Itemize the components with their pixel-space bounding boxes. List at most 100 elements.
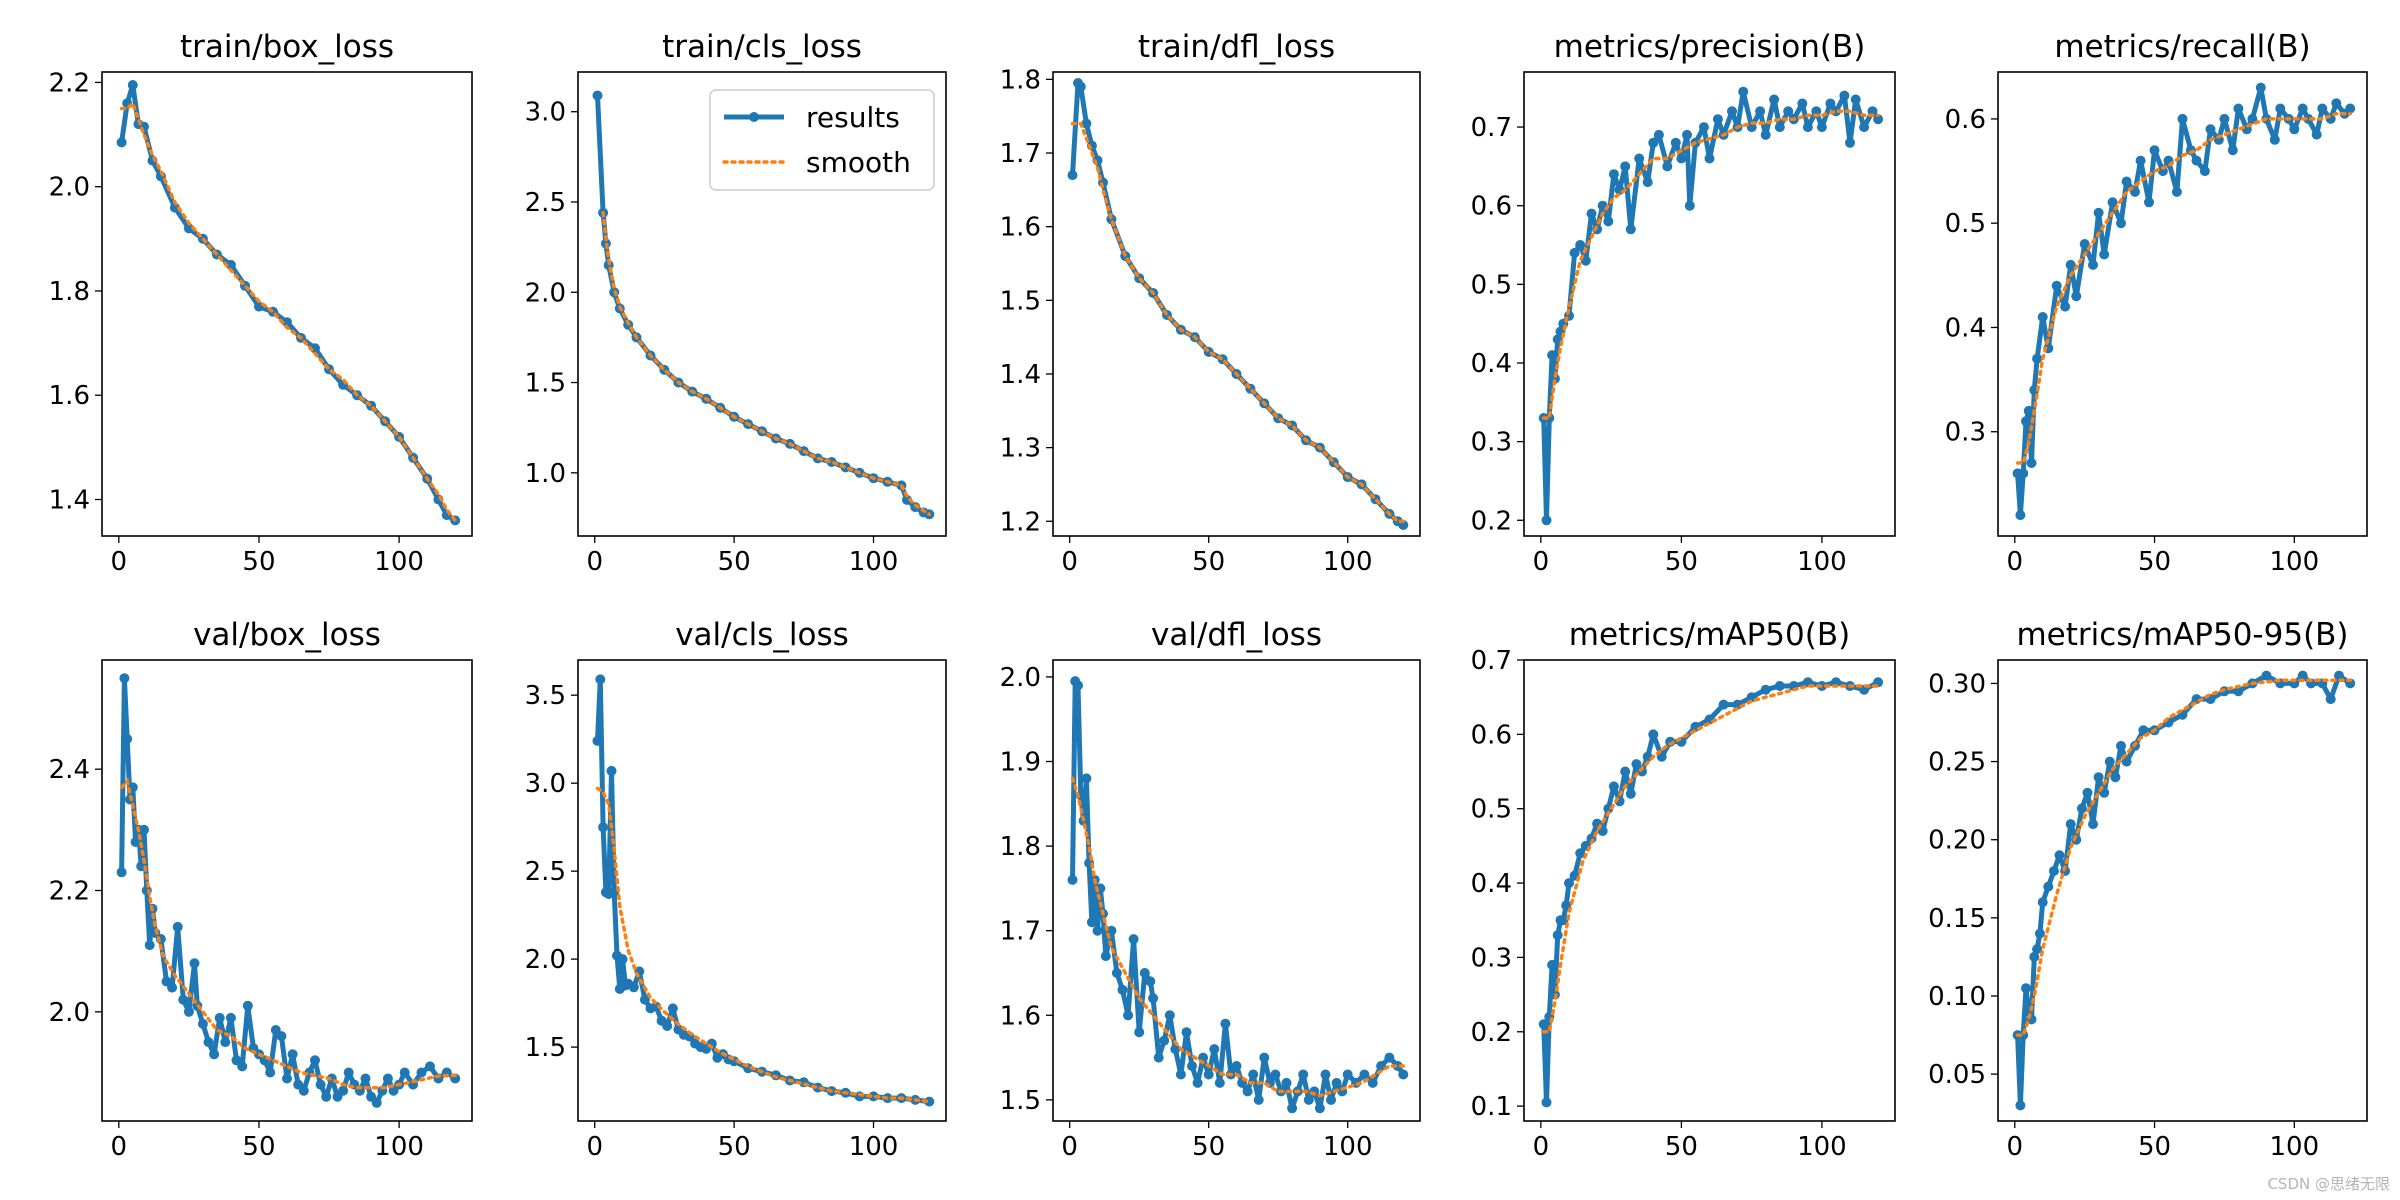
results-point <box>220 1037 231 1048</box>
results-point <box>282 1073 292 1084</box>
results-point <box>116 867 127 878</box>
results-point <box>214 1012 225 1023</box>
results-point <box>628 982 639 993</box>
results-point <box>203 1037 214 1048</box>
y-tick-label: 0.3 <box>1945 418 1986 448</box>
y-tick-label: 1.6 <box>1000 213 1041 243</box>
results-point <box>2325 694 2336 705</box>
results-point <box>1181 1027 1192 1038</box>
results-point <box>1139 968 1150 978</box>
results-point <box>2037 897 2048 908</box>
results-point <box>338 1085 349 1096</box>
y-tick-label: 2.0 <box>49 998 90 1028</box>
plot-area <box>1067 676 1409 1114</box>
results-point <box>1145 976 1156 987</box>
x-tick-label: 100 <box>849 547 899 577</box>
results-point <box>2088 819 2098 830</box>
plot-area <box>2012 82 2356 521</box>
results-point <box>2110 772 2121 783</box>
results-point <box>1727 106 1737 117</box>
results-point <box>1541 1097 1552 1108</box>
results-point <box>1620 161 1631 172</box>
smooth-line <box>595 786 932 1104</box>
axes-frame <box>577 71 947 537</box>
results-point <box>902 494 912 505</box>
results-point <box>276 1031 287 1042</box>
y-tick-label: 0.20 <box>1928 826 1986 856</box>
results-point <box>2054 850 2065 861</box>
results-point <box>592 90 603 101</box>
plot-area <box>1538 86 1884 526</box>
results-point <box>2121 756 2132 767</box>
x-tick-label: 50 <box>1665 1132 1698 1162</box>
results-point <box>1575 848 1586 859</box>
results-point <box>2297 670 2308 681</box>
results-point <box>1214 1077 1225 1088</box>
y-tick-label: 1.5 <box>1000 286 1041 316</box>
results-point <box>1774 122 1785 133</box>
axes-frame <box>1052 71 1421 537</box>
results-point <box>1253 1094 1264 1105</box>
plot-area <box>116 673 461 1108</box>
results-point <box>2311 129 2322 140</box>
legend-results-label: results <box>806 101 900 134</box>
results-point <box>2029 951 2040 962</box>
y-tick-label: 0.5 <box>1945 209 1986 239</box>
x-tick-label: 50 <box>2138 1132 2171 1162</box>
y-tick-label: 3.0 <box>525 769 566 799</box>
results-point <box>2065 819 2076 830</box>
subplot-title: metrics/recall(B) <box>2054 29 2310 65</box>
results-point <box>2269 134 2280 145</box>
watermark-text: CSDN @思绪无限 <box>2267 1175 2390 1193</box>
smooth-line <box>119 777 457 1090</box>
results-point <box>2093 207 2104 218</box>
y-tick-label: 2.2 <box>49 68 90 98</box>
results-point <box>1586 208 1597 219</box>
results-point <box>2099 249 2110 260</box>
results-point <box>1067 874 1078 885</box>
y-tick-label: 0.10 <box>1928 982 1986 1012</box>
x-tick-label: 0 <box>111 1132 128 1162</box>
results-point <box>225 259 236 270</box>
results-point <box>1642 177 1653 188</box>
y-tick-label: 3.0 <box>525 98 566 128</box>
results-point <box>1203 1069 1214 1080</box>
results-point <box>2233 103 2244 114</box>
x-tick-label: 50 <box>718 1132 751 1162</box>
subplot: train/box_loss 0 50 100 1.4 1.6 1.8 2.0 2.2 <box>49 29 473 577</box>
results-line <box>1070 80 1405 528</box>
results-point <box>1774 681 1785 691</box>
results-point <box>197 1018 208 1029</box>
results-point <box>1270 1069 1281 1080</box>
results-point <box>1608 169 1619 180</box>
results-point <box>1392 1061 1403 1071</box>
results-point <box>2076 803 2087 814</box>
x-tick-label: 50 <box>718 547 751 577</box>
results-point <box>399 1067 410 1078</box>
legend: results smooth <box>709 89 935 191</box>
subplot: train/cls_loss 0 50 100 1.0 1.5 2.0 2.5 3.0 resul… <box>525 29 947 577</box>
subplot: val/dfl_loss 0 50 100 1.5 1.6 1.7 1.8 1.9 2.0 <box>1000 617 1421 1162</box>
results-point <box>1620 766 1631 777</box>
results-line <box>119 675 457 1106</box>
results-point <box>592 735 603 746</box>
subplot-title: train/cls_loss <box>662 29 862 65</box>
subplot-title: metrics/mAP50-95(B) <box>2016 617 2348 653</box>
subplot: metrics/mAP50-95(B) 0 50 100 0.05 0.10 0.15 0.2… <box>1928 617 2368 1162</box>
results-point <box>2082 787 2093 798</box>
results-point <box>1159 1035 1170 1046</box>
results-point <box>1552 930 1563 941</box>
results-line <box>595 676 930 1105</box>
results-point <box>225 1012 236 1023</box>
x-tick-label: 50 <box>2138 547 2171 577</box>
results-point <box>1738 86 1749 97</box>
y-tick-label: 1.8 <box>49 277 90 307</box>
smooth-line <box>601 211 932 517</box>
results-point <box>1802 122 1813 133</box>
results-point <box>1755 106 1766 117</box>
axes-frame <box>1997 659 2368 1122</box>
y-tick-label: 0.3 <box>1471 943 1512 973</box>
results-point <box>2107 197 2118 208</box>
results-point <box>1718 699 1729 710</box>
